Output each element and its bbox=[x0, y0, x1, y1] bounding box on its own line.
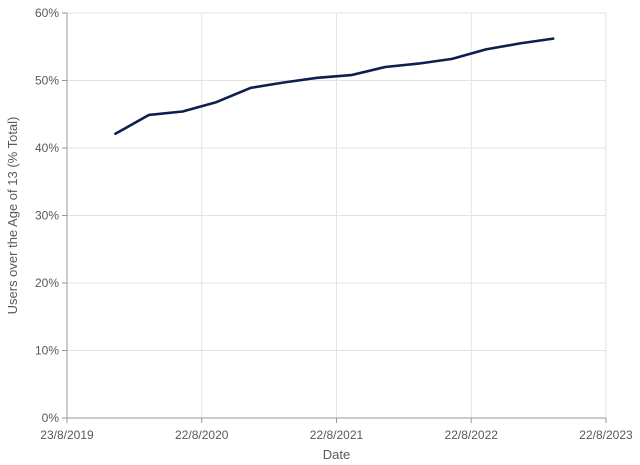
y-tick-label: 50% bbox=[35, 74, 59, 88]
y-axis-title: Users over the Age of 13 (% Total) bbox=[5, 117, 20, 315]
x-tick-label: 22/8/2022 bbox=[445, 428, 499, 442]
y-tick-label: 30% bbox=[35, 209, 59, 223]
x-tick-label: 23/8/2019 bbox=[40, 428, 94, 442]
y-tick-labels: 0% 10% 20% 30% 40% 50% 60% bbox=[35, 6, 59, 425]
x-axis-title: Date bbox=[323, 447, 350, 462]
x-tick-labels: 23/8/2019 22/8/2020 22/8/2021 22/8/2022 22/8… bbox=[40, 428, 633, 442]
x-tick-label: 22/8/2023 bbox=[579, 428, 633, 442]
x-tick-label: 22/8/2020 bbox=[175, 428, 229, 442]
y-tick-label: 60% bbox=[35, 6, 59, 20]
y-tick-label: 10% bbox=[35, 344, 59, 358]
axes bbox=[62, 12, 607, 423]
y-tick-label: 20% bbox=[35, 276, 59, 290]
y-tick-label: 40% bbox=[35, 141, 59, 155]
series-line bbox=[114, 37, 555, 136]
y-tick-label: 0% bbox=[42, 411, 60, 425]
gridlines bbox=[67, 12, 607, 418]
plot-area bbox=[114, 37, 555, 136]
x-tick-label: 22/8/2021 bbox=[310, 428, 364, 442]
